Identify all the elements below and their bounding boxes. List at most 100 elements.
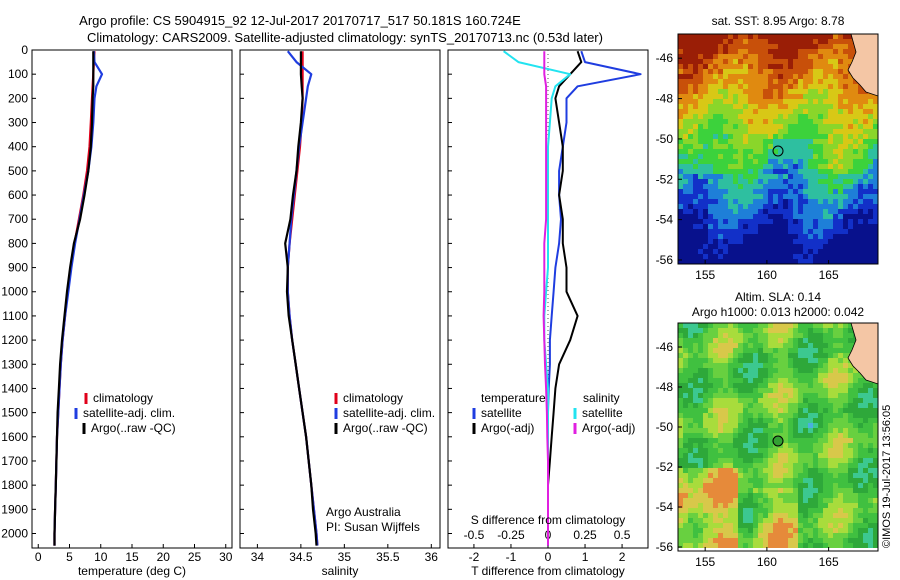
sla-cell (733, 468, 738, 473)
sla-cell (808, 408, 813, 413)
sla-cell (818, 338, 823, 343)
sla-cell (743, 528, 748, 533)
sst-cell (688, 109, 693, 114)
sla-cell (838, 438, 843, 443)
sla-cell (778, 463, 783, 468)
sst-cell (828, 169, 833, 174)
sla-cell (698, 448, 703, 453)
sla-cell (838, 338, 843, 343)
sla-cell (748, 473, 753, 478)
legend-s-argo-label: Argo(-adj) (582, 421, 635, 435)
sla-cell (843, 533, 848, 538)
sla-cell (773, 528, 778, 533)
sst-cell (803, 254, 808, 259)
sla-cell (828, 348, 833, 353)
sla-cell (848, 403, 853, 408)
sst-cell (678, 249, 683, 254)
sst-cell (728, 144, 733, 149)
sla-cell (743, 503, 748, 508)
sst-cell (873, 259, 878, 264)
sla-cell (723, 483, 728, 488)
sla-cell (678, 348, 683, 353)
sst-cell (733, 184, 738, 189)
sst-cell (733, 44, 738, 49)
sla-cell (853, 388, 858, 393)
sla-cell (868, 423, 873, 428)
sst-cell (778, 164, 783, 169)
sla-cell (688, 453, 693, 458)
sla-cell (798, 368, 803, 373)
sla-cell (678, 468, 683, 473)
sla-cell (823, 508, 828, 513)
sst-cell (763, 139, 768, 144)
sst-cell (718, 234, 723, 239)
sst-cell (808, 84, 813, 89)
sst-cell (828, 89, 833, 94)
sst-cell (723, 84, 728, 89)
sst-cell (758, 159, 763, 164)
sst-cell (733, 99, 738, 104)
sst-cell (783, 114, 788, 119)
sst-cell (868, 189, 873, 194)
sla-cell (723, 498, 728, 503)
legend-t-sat-label: satellite (481, 406, 522, 420)
sla-cell (713, 383, 718, 388)
sst-cell (823, 109, 828, 114)
sst-cell (688, 139, 693, 144)
sst-cell (753, 174, 758, 179)
sst-cell (863, 229, 868, 234)
sst-cell (758, 104, 763, 109)
sst-cell (703, 149, 708, 154)
sla-cell (698, 363, 703, 368)
sst-cell (688, 219, 693, 224)
sla-cell (803, 538, 808, 543)
sst-cell (693, 124, 698, 129)
sst-cell (783, 119, 788, 124)
sla-cell (818, 388, 823, 393)
sst-cell (813, 129, 818, 134)
sla-cell (803, 408, 808, 413)
legend-t-argo-label: Argo(-adj) (481, 421, 534, 435)
sst-cell (688, 119, 693, 124)
sst-cell (703, 74, 708, 79)
sla-cell (818, 373, 823, 378)
sst-cell (853, 174, 858, 179)
sla-cell (833, 353, 838, 358)
sst-cell (748, 109, 753, 114)
sla-cell (783, 438, 788, 443)
depth-tick-label: 700 (8, 212, 28, 226)
sla-cell (678, 543, 683, 548)
legend-temp-title: temperature (481, 391, 546, 405)
sla-cell (723, 493, 728, 498)
sst-cell (853, 159, 858, 164)
sst-cell (713, 199, 718, 204)
sst-cell (863, 129, 868, 134)
sst-cell (838, 169, 843, 174)
sst-cell (698, 114, 703, 119)
sla-cell (793, 523, 798, 528)
sst-cell (868, 229, 873, 234)
sst-cell (713, 174, 718, 179)
sst-cell (858, 204, 863, 209)
sla-cell (778, 328, 783, 333)
sst-cell (748, 104, 753, 109)
sla-cell (773, 408, 778, 413)
sst-cell (693, 199, 698, 204)
sla-cell (678, 478, 683, 483)
sla-cell (683, 503, 688, 508)
sla-cell (683, 393, 688, 398)
sla-cell (863, 393, 868, 398)
sst-cell (748, 54, 753, 59)
sla-cell (748, 348, 753, 353)
sla-cell (788, 493, 793, 498)
sst-cell (818, 164, 823, 169)
sst-cell (858, 129, 863, 134)
sla-cell (693, 523, 698, 528)
sla-cell (818, 423, 823, 428)
sst-cell (868, 109, 873, 114)
sla-cell (828, 458, 833, 463)
sla-cell (748, 478, 753, 483)
sst-cell (763, 154, 768, 159)
sst-cell (868, 154, 873, 159)
sst-cell (788, 164, 793, 169)
